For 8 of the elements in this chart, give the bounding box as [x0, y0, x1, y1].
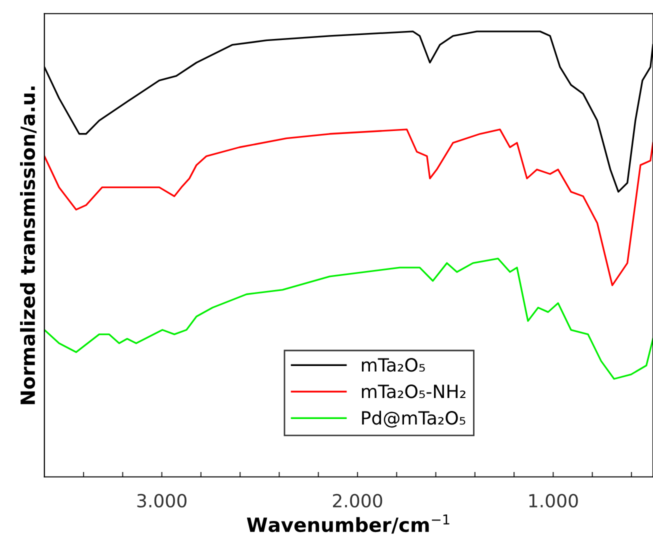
- x-tick-label: 1.000: [529, 494, 578, 508]
- x-tick-label: 2.000: [332, 494, 382, 508]
- x-axis-title: Wavenumber/cm$^{−1}$: [246, 514, 450, 534]
- legend-label: mTa₂O₅-NH₂: [362, 384, 466, 398]
- y-axis-title: Normalized transmission/a.u.: [20, 86, 37, 404]
- legend-label: mTa₂O₅: [362, 358, 425, 372]
- legend-label: Pd@mTa₂O₅: [362, 410, 466, 428]
- x-tick-label: 3.000: [137, 494, 186, 508]
